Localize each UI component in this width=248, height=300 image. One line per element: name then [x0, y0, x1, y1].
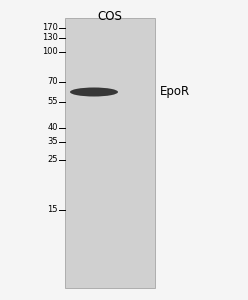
- Text: 55: 55: [48, 98, 58, 106]
- Text: COS: COS: [97, 10, 123, 23]
- Ellipse shape: [70, 88, 118, 97]
- Text: 70: 70: [47, 77, 58, 86]
- Text: 40: 40: [48, 124, 58, 133]
- Text: 35: 35: [47, 137, 58, 146]
- Text: 25: 25: [48, 155, 58, 164]
- Text: 100: 100: [42, 47, 58, 56]
- Bar: [65, 18, 155, 288]
- Text: 15: 15: [48, 206, 58, 214]
- Text: 130: 130: [42, 34, 58, 43]
- Text: EpoR: EpoR: [160, 85, 190, 98]
- Text: 170: 170: [42, 23, 58, 32]
